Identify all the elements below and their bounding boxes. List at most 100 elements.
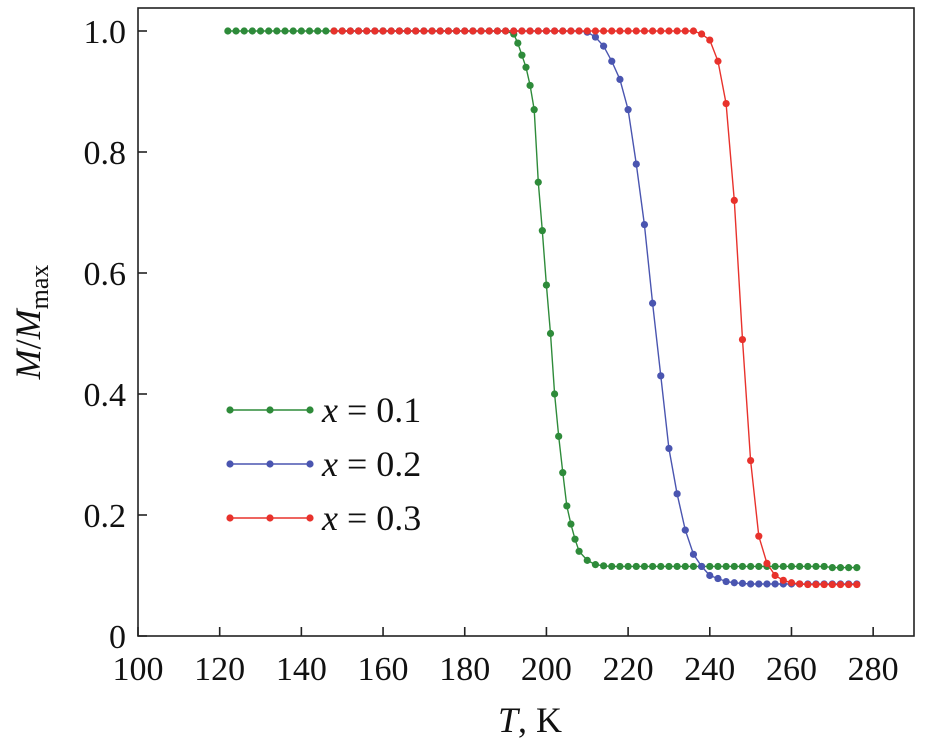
x-tick-label: 140 (276, 651, 327, 688)
data-point (600, 42, 608, 50)
data-point (755, 532, 763, 540)
data-point (640, 562, 649, 571)
data-point (836, 564, 845, 572)
legend-label: x = 0.1 (321, 390, 421, 430)
data-point (240, 27, 248, 35)
data-point (853, 564, 861, 572)
data-point (649, 562, 657, 571)
y-axis-title: M/Mmax (8, 265, 54, 381)
data-point (730, 562, 738, 571)
data-point (722, 562, 730, 571)
data-point (665, 444, 673, 453)
data-point (649, 299, 657, 307)
series-line (227, 30, 857, 569)
legend-marker (226, 514, 234, 522)
data-point (689, 27, 698, 35)
data-point (640, 221, 649, 229)
data-point (297, 27, 305, 35)
x-tick-label: 280 (848, 651, 899, 688)
data-point (796, 562, 804, 571)
data-point (747, 580, 755, 588)
data-point (363, 27, 371, 35)
legend-var: x (321, 444, 338, 484)
data-point (526, 81, 534, 90)
legend-marker (306, 514, 314, 522)
legend-marker (226, 460, 234, 468)
data-point (714, 57, 722, 65)
data-point (600, 562, 608, 570)
y-axis-var: M (8, 347, 48, 380)
data-point (493, 27, 502, 35)
data-point (706, 36, 714, 44)
data-point (812, 580, 820, 589)
data-point (820, 562, 828, 571)
legend-rest: = 0.3 (338, 498, 421, 538)
data-point (273, 27, 281, 35)
x-tick-label: 160 (358, 651, 409, 688)
legend-marker (266, 514, 274, 522)
data-point (346, 27, 354, 35)
data-point (485, 27, 493, 35)
data-point (624, 27, 632, 35)
data-point (567, 27, 575, 35)
data-point (591, 33, 600, 41)
data-point (779, 562, 787, 571)
data-point (305, 27, 314, 35)
x-axis-title: T, K (498, 700, 562, 740)
data-point (747, 456, 755, 465)
x-tick-label: 200 (521, 651, 572, 688)
data-point (510, 27, 518, 35)
data-point (763, 580, 771, 588)
data-point (452, 27, 461, 35)
data-point (526, 27, 534, 35)
y-tick-label: 0.6 (84, 256, 127, 293)
data-point (681, 526, 689, 534)
data-point (583, 556, 591, 564)
data-point (665, 562, 673, 571)
legend-rest: = 0.2 (338, 444, 421, 484)
data-point (518, 27, 526, 35)
data-point (698, 30, 706, 38)
data-point (796, 580, 804, 588)
data-point (322, 27, 330, 35)
data-point (469, 27, 477, 35)
data-point (722, 577, 730, 586)
data-point (436, 27, 444, 35)
data-point (657, 27, 665, 35)
data-point (804, 562, 812, 571)
data-point (534, 27, 542, 35)
y-tick-label: 1.0 (84, 14, 127, 51)
data-point (624, 106, 632, 114)
data-point (555, 432, 563, 440)
data-point (689, 562, 698, 571)
data-point (559, 469, 567, 477)
data-point (714, 562, 722, 571)
plot-frame (137, 7, 915, 637)
data-point (665, 27, 673, 35)
data-point (714, 574, 722, 583)
data-point (248, 27, 256, 35)
data-point (755, 562, 763, 571)
data-point (224, 27, 232, 35)
x-axis-var: T (498, 700, 521, 740)
data-point (608, 562, 616, 571)
data-point (265, 27, 273, 35)
y-axis-slash: / (8, 339, 48, 349)
data-point (575, 27, 583, 35)
series-3 (330, 27, 861, 589)
data-point (403, 27, 412, 35)
data-point (632, 562, 640, 571)
data-point (514, 39, 522, 47)
data-point (673, 490, 681, 498)
data-point (812, 562, 820, 571)
data-point (763, 559, 771, 568)
data-point (338, 27, 346, 35)
data-point (673, 562, 681, 571)
data-point (845, 564, 853, 572)
x-axis-unit: , K (518, 700, 562, 740)
legend-var: x (321, 498, 338, 538)
legend-marker (266, 460, 274, 468)
data-point (608, 27, 616, 35)
data-point (232, 27, 240, 35)
legend-rest: = 0.1 (338, 390, 421, 430)
